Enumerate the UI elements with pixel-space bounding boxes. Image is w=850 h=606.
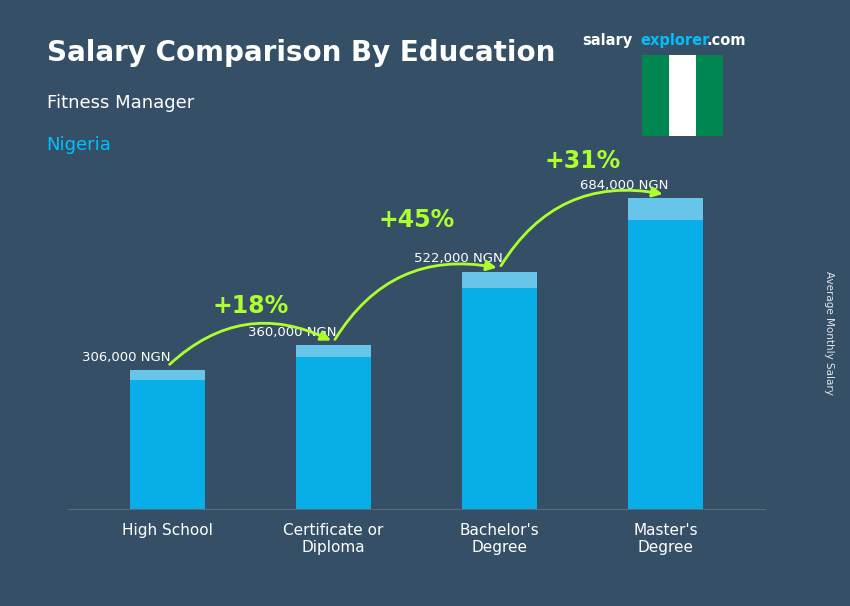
Text: +18%: +18%: [212, 294, 289, 318]
Text: 684,000 NGN: 684,000 NGN: [581, 179, 669, 191]
Text: Salary Comparison By Education: Salary Comparison By Education: [47, 39, 555, 67]
Text: Nigeria: Nigeria: [47, 136, 111, 155]
Text: Average Monthly Salary: Average Monthly Salary: [824, 271, 834, 395]
Bar: [462, 271, 537, 509]
Bar: [628, 198, 703, 220]
Bar: [642, 55, 669, 136]
Bar: [628, 198, 703, 509]
Bar: [296, 345, 371, 357]
Text: salary: salary: [582, 33, 632, 48]
Bar: [296, 345, 371, 509]
Text: .com: .com: [706, 33, 745, 48]
Text: +45%: +45%: [378, 208, 455, 231]
Text: 522,000 NGN: 522,000 NGN: [414, 253, 503, 265]
Text: explorer: explorer: [640, 33, 710, 48]
Bar: [130, 370, 205, 380]
Text: +31%: +31%: [544, 148, 620, 173]
Bar: [669, 55, 695, 136]
Bar: [462, 271, 537, 288]
Text: 306,000 NGN: 306,000 NGN: [82, 351, 171, 364]
Text: Fitness Manager: Fitness Manager: [47, 94, 194, 112]
Bar: [130, 370, 205, 509]
Bar: [695, 55, 722, 136]
Text: 360,000 NGN: 360,000 NGN: [248, 326, 337, 339]
